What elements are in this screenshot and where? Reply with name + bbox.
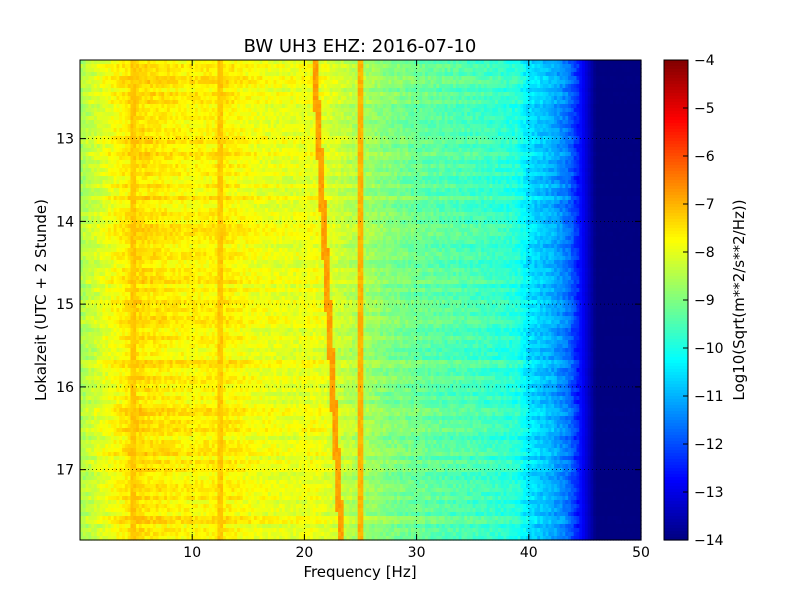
- chart-title: BW UH3 EHZ: 2016-07-10: [244, 36, 477, 57]
- plot-area: [80, 60, 642, 541]
